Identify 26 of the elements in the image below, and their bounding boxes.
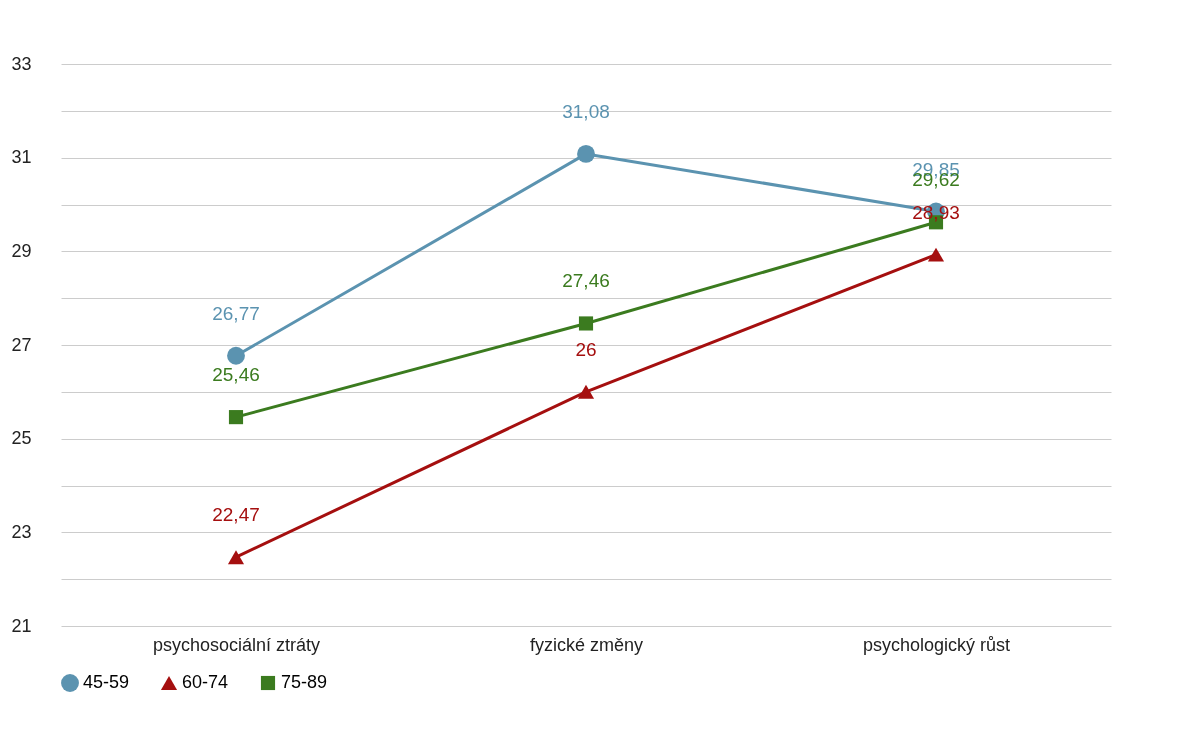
x-tick-label: fyzické změny — [529, 634, 644, 655]
point — [227, 346, 245, 365]
point — [577, 384, 595, 399]
data-label: 27,46 — [562, 270, 610, 292]
point — [227, 550, 245, 565]
x-tick-label: psychosociální ztráty — [152, 634, 321, 655]
y-tick-label: 23 — [11, 521, 32, 542]
legend-label: 75-89 — [281, 672, 328, 692]
data-label: 26 — [575, 338, 597, 360]
y-tick-label: 33 — [11, 53, 32, 74]
point — [577, 144, 595, 163]
point — [228, 410, 244, 425]
y-tick-label: 27 — [11, 334, 32, 355]
y-tick-label: 29 — [11, 240, 32, 261]
legend-label: 45-59 — [83, 672, 130, 692]
x-tick-label: psychologický růst — [862, 634, 1011, 655]
point — [578, 316, 594, 331]
y-tick-label: 21 — [11, 615, 32, 636]
y-tick-label: 31 — [11, 147, 32, 168]
data-label: 22,47 — [212, 504, 260, 526]
y-tick-label: 25 — [11, 428, 32, 449]
data-label: 31,08 — [562, 100, 610, 122]
data-label: 25,46 — [212, 364, 260, 386]
legend-label: 60-74 — [182, 672, 229, 692]
point — [927, 247, 945, 262]
data-label: 26,77 — [212, 302, 260, 324]
